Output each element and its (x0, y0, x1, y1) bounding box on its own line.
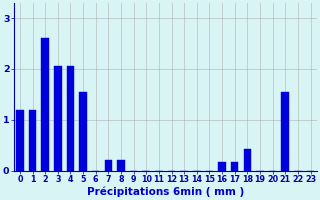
Bar (16, 110, 24, 171)
Bar (79, 92, 87, 171)
Bar (67, 66, 74, 171)
Bar (244, 149, 251, 171)
Bar (29, 110, 36, 171)
Bar (231, 162, 238, 171)
Bar (41, 38, 49, 171)
Bar (218, 162, 226, 171)
X-axis label: Précipitations 6min ( mm ): Précipitations 6min ( mm ) (87, 187, 244, 197)
Bar (282, 92, 289, 171)
Bar (54, 66, 61, 171)
Bar (117, 160, 125, 171)
Bar (105, 160, 112, 171)
